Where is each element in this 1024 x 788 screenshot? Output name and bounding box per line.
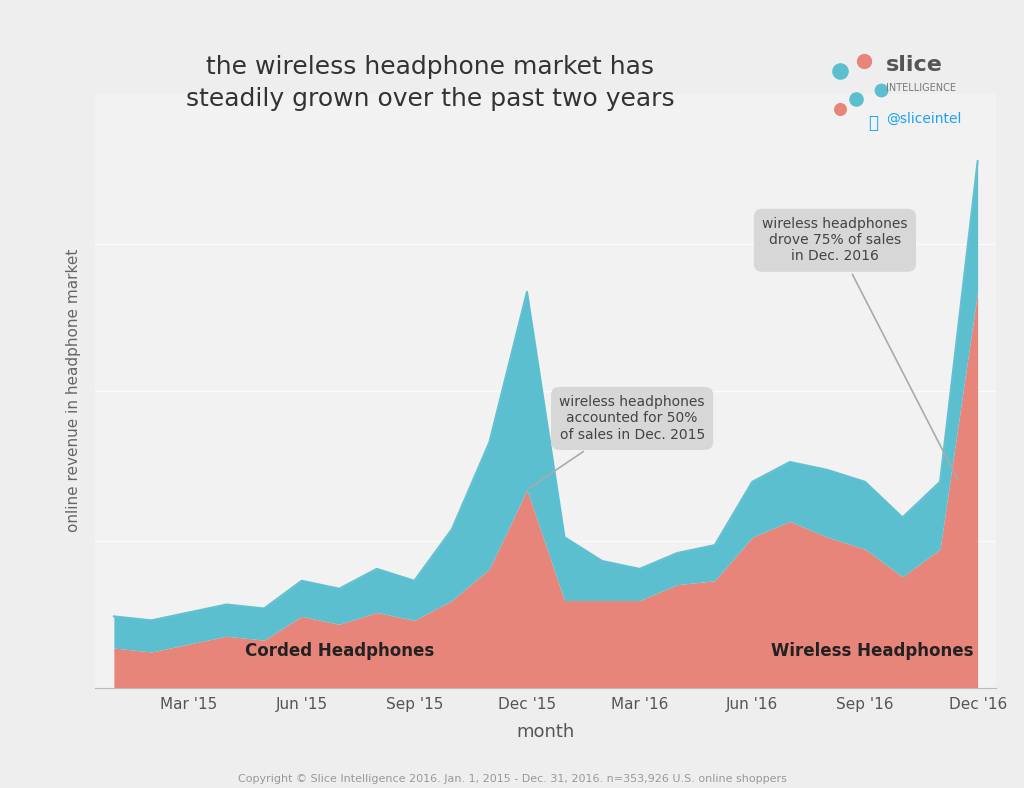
Text: Copyright © Slice Intelligence 2016. Jan. 1, 2015 - Dec. 31, 2016. n=353,926 U.S: Copyright © Slice Intelligence 2016. Jan… (238, 774, 786, 784)
Point (831, 65, 848, 77)
Point (848, 93, 864, 106)
Point (856, 55, 872, 68)
Text: the wireless headphone market has
steadily grown over the past two years: the wireless headphone market has steadi… (185, 55, 675, 111)
Point (831, 102, 848, 115)
Text: @sliceintel: @sliceintel (886, 112, 962, 126)
Text: Wireless Headphones: Wireless Headphones (771, 642, 974, 660)
Text: Corded Headphones: Corded Headphones (246, 642, 434, 660)
Text: wireless headphones
drove 75% of sales
in Dec. 2016: wireless headphones drove 75% of sales i… (762, 217, 957, 479)
X-axis label: month: month (517, 723, 574, 742)
Text: wireless headphones
accounted for 50%
of sales in Dec. 2015: wireless headphones accounted for 50% of… (529, 396, 705, 488)
Text: ␦: ␦ (868, 114, 879, 132)
Point (872, 84, 889, 96)
Text: slice: slice (886, 55, 943, 75)
Y-axis label: online revenue in headphone market: online revenue in headphone market (67, 249, 81, 533)
Text: INTELLIGENCE: INTELLIGENCE (886, 83, 955, 93)
